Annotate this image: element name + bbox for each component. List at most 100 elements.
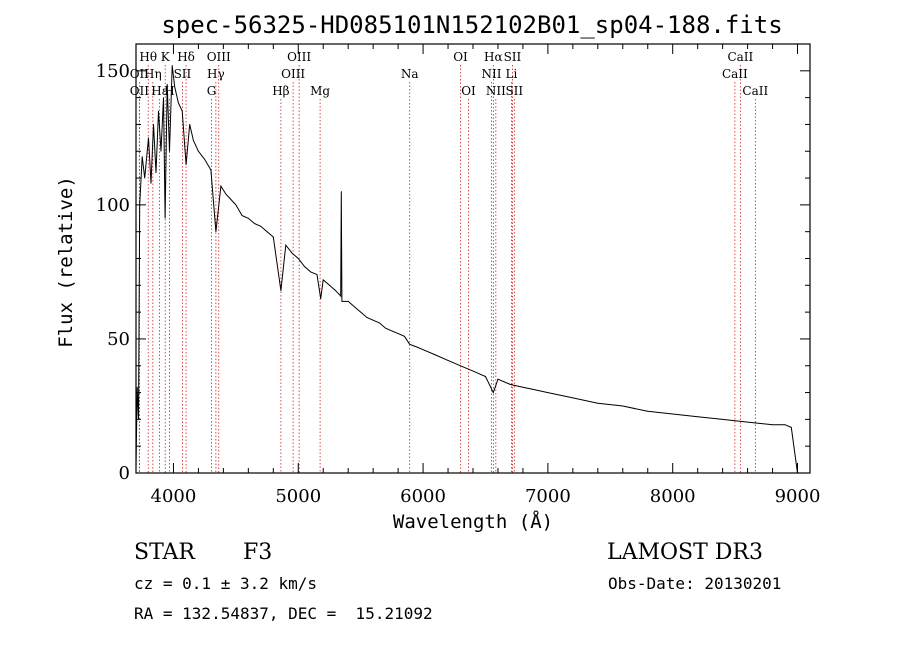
spectrum-point: [597, 402, 599, 404]
spectrum-point: [316, 274, 318, 275]
spectrum-point: [435, 354, 436, 356]
spectrum-point: [160, 150, 162, 152]
spectral-line-label: Hθ: [139, 50, 157, 64]
spectrum-point: [181, 110, 183, 112]
spectrum-point: [360, 311, 362, 313]
spectral-line-label: NII: [481, 67, 501, 81]
spectral-line-label: NII: [486, 84, 506, 98]
spectral-line-label: CaII: [742, 84, 768, 98]
spectrum-point: [320, 298, 322, 300]
spectrum-point: [174, 86, 176, 88]
spectrum-point: [472, 370, 474, 372]
spectrum-point: [150, 183, 152, 184]
spectral-line-label: CaII: [727, 50, 753, 64]
spectrum-point: [304, 266, 305, 267]
y-tick-label: 50: [107, 329, 130, 350]
spectrum-point: [141, 156, 143, 158]
spectral-line-label: OI: [461, 84, 476, 98]
spectrum-point: [391, 330, 393, 332]
object-class: STAR: [134, 540, 195, 565]
x-tick-label: 5000: [275, 486, 321, 507]
spectrum-point: [447, 359, 449, 361]
spectrum-point: [164, 217, 166, 219]
spectral-line-label: Mg: [310, 84, 330, 98]
spectrum-point: [193, 140, 194, 141]
x-tick-label: 9000: [775, 486, 821, 507]
x-tick-label: 8000: [650, 486, 696, 507]
spectrum-chart: spec-56325-HD085101N152102B01_sp04-188.f…: [55, 11, 821, 533]
x-axis-label: Wavelength (Å): [393, 510, 553, 533]
spectrum-point: [522, 386, 524, 388]
spectral-line-label: OIII: [287, 50, 311, 64]
spectrum-point: [171, 65, 173, 66]
spectrum-point: [340, 191, 342, 192]
spectral-line-label: OIII: [207, 50, 231, 64]
spectrum-point: [260, 225, 262, 227]
x-tick-label: 6000: [400, 486, 446, 507]
spectrum-point: [310, 271, 312, 273]
plot-frame: [135, 43, 811, 474]
object-subclass: F3: [243, 540, 273, 565]
spectrum-point: [547, 392, 549, 393]
observation-date: Obs-Date: 20130201: [608, 574, 782, 593]
redshift-velocity: cz = 0.1 ± 3.2 km/s: [134, 574, 318, 593]
spectrum-point: [285, 244, 287, 246]
spectrum-point: [220, 185, 222, 187]
y-tick-label: 0: [119, 463, 130, 484]
spectrum-point: [163, 97, 164, 99]
spectral-line-label: Na: [401, 67, 419, 81]
y-tick-label: 150: [96, 61, 130, 82]
spectrum-point: [385, 327, 387, 329]
spectrum-point: [329, 284, 330, 286]
y-axis-label: Flux (relative): [55, 176, 77, 348]
spectrum-point: [354, 306, 355, 308]
spectral-line-label: OII: [130, 84, 150, 98]
spectrum-point: [230, 199, 232, 200]
series-layer: [135, 65, 798, 474]
spectrum-point: [169, 150, 170, 152]
spectrum-point: [497, 378, 499, 380]
spectrum-point: [378, 322, 380, 324]
spectrum-point: [403, 335, 405, 337]
spectrum-point: [204, 158, 206, 160]
y-tick-label: 100: [96, 195, 130, 216]
spectrum-point: [460, 365, 461, 367]
spectrum-point: [790, 427, 792, 428]
spectrum-point: [784, 424, 786, 426]
spectrum-point: [510, 384, 511, 385]
spectral-line-label: SII: [504, 50, 522, 64]
spectral-line-label: Hδ: [177, 50, 195, 64]
spectrum-point: [366, 317, 368, 318]
spectrum-point: [372, 319, 374, 321]
spectrum-point: [672, 413, 674, 415]
spectrum-point: [254, 223, 255, 225]
spectrum-point: [144, 177, 146, 179]
spectral-line-label: Hα: [484, 50, 503, 64]
spectrum-point: [647, 410, 649, 412]
spectrum-point: [178, 102, 179, 104]
chart-title: spec-56325-HD085101N152102B01_sp04-188.f…: [161, 11, 782, 39]
spectrum-point: [291, 252, 293, 254]
spectrum-point: [397, 333, 399, 334]
spectral-line-label: CaII: [722, 67, 748, 81]
x-tick-label: 4000: [151, 486, 197, 507]
spectrum-point: [148, 137, 149, 139]
spectrum-point: [158, 110, 159, 112]
spectrum-point: [155, 172, 157, 174]
spectral-line-label: Hη: [144, 67, 162, 81]
spectrum-point: [492, 392, 494, 393]
spectrum-point: [747, 421, 748, 423]
spectrum-point: [409, 343, 411, 345]
spectral-line-label: Hε: [151, 84, 168, 98]
spectrum-point: [297, 258, 299, 259]
spectrum-point: [772, 424, 773, 426]
spectral-line-label: OIII: [281, 67, 305, 81]
spectral-line-label: G: [207, 84, 217, 98]
y-axis: 0 50 100 150: [96, 43, 810, 484]
spectrum-point: [622, 405, 624, 407]
spectrum-point: [697, 416, 699, 418]
spectrum-point: [272, 236, 274, 238]
spectrum-point: [166, 83, 168, 85]
spectral-line-label: OI: [453, 50, 468, 64]
